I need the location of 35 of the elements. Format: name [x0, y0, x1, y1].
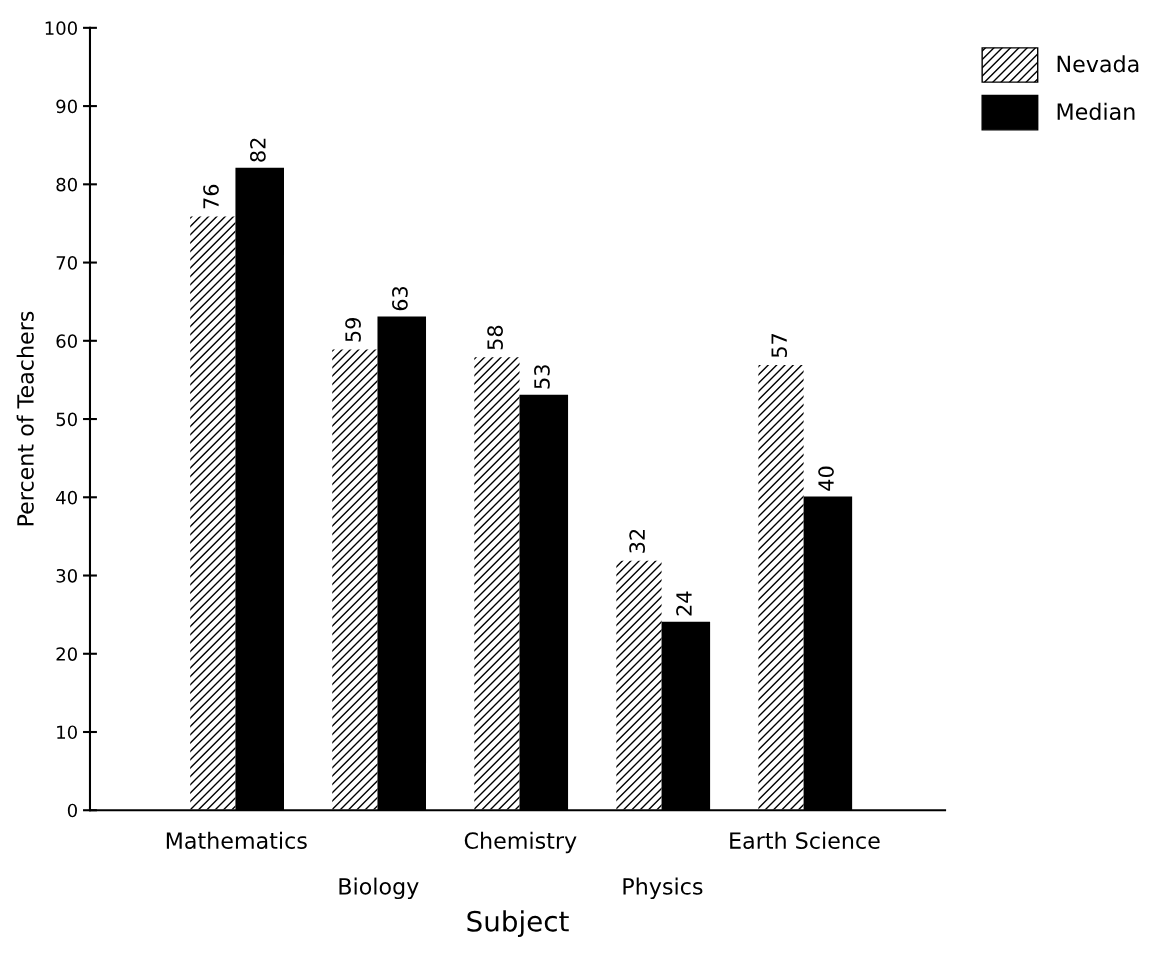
- x-tick-label: Biology: [339, 877, 419, 900]
- bar: [472, 355, 522, 811]
- y-axis-title: Percent of Teachers: [16, 311, 34, 526]
- x-tick-label: Mathematics: [166, 831, 307, 849]
- y-tick-label: 100: [45, 21, 77, 35]
- y-tick-label: 40: [56, 490, 77, 505]
- y-tick-label: 70: [56, 256, 77, 270]
- y-tick-label: 90: [56, 99, 77, 114]
- y-tick-label: 20: [56, 647, 77, 661]
- y-tick-label: 60: [56, 334, 77, 348]
- data-label: 32: [629, 529, 645, 553]
- x-tick-label: Earth Science: [730, 831, 880, 849]
- data-label: 57: [771, 333, 788, 358]
- x-tick-label: Physics: [623, 877, 703, 900]
- y-tick-label: 10: [57, 725, 77, 740]
- legend-label: Nevada: [1057, 55, 1139, 73]
- data-label: 76: [203, 184, 219, 209]
- y-tick-label: 80: [56, 177, 77, 192]
- data-label: 59: [345, 318, 361, 342]
- bar: [614, 559, 664, 811]
- bar: [330, 347, 380, 811]
- data-label: 63: [392, 286, 408, 311]
- bar: [188, 214, 238, 811]
- y-tick-label: 0: [67, 803, 77, 818]
- data-label: 82: [250, 138, 266, 162]
- legend-label: Median: [1057, 102, 1135, 121]
- x-axis-title: Subject: [467, 910, 569, 938]
- bar: [756, 363, 806, 811]
- data-label: 24: [676, 591, 692, 616]
- data-label: 53: [534, 365, 550, 389]
- data-label: 40: [818, 466, 834, 491]
- x-tick-label: Chemistry: [464, 831, 577, 854]
- y-tick-label: 50: [56, 412, 77, 427]
- data-label: 58: [487, 325, 503, 350]
- y-tick-label: 30: [56, 568, 77, 583]
